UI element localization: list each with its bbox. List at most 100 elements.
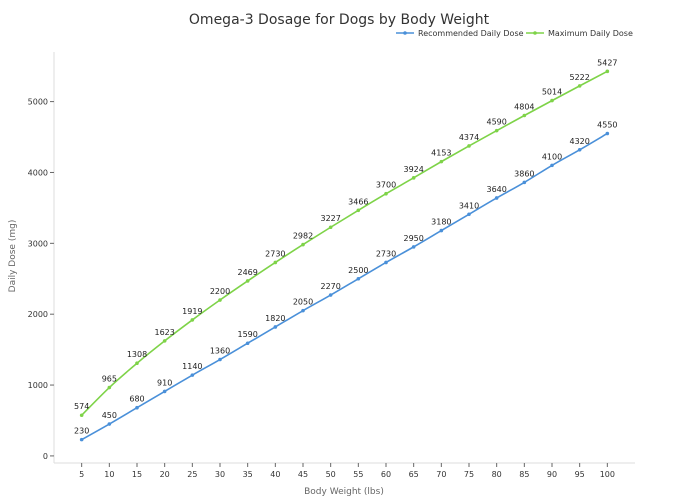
x-tick-label: 70 xyxy=(436,470,446,479)
x-tick-label: 55 xyxy=(353,470,363,479)
data-label-recommended: 2500 xyxy=(348,266,368,275)
data-point-recommended xyxy=(522,180,527,185)
data-point-recommended xyxy=(135,405,139,410)
data-label-maximum: 4153 xyxy=(431,149,451,158)
x-tick-label: 40 xyxy=(270,470,280,479)
data-label-recommended: 2950 xyxy=(403,234,423,243)
legend-label-recommended: Recommended Daily Dose xyxy=(418,29,524,38)
data-point-maximum xyxy=(107,385,112,390)
chart-title: Omega-3 Dosage for Dogs by Body Weight xyxy=(189,12,490,28)
data-label-recommended: 3640 xyxy=(486,185,506,194)
data-point-maximum xyxy=(550,98,554,103)
x-tick-label: 25 xyxy=(187,470,197,479)
data-point-recommended xyxy=(328,293,333,297)
data-point-recommended xyxy=(550,163,554,168)
data-label-recommended: 1360 xyxy=(210,347,230,356)
data-label-recommended: 2270 xyxy=(320,282,340,291)
y-ticks: 0 1000 2000 3000 4000 5000 xyxy=(28,98,54,461)
x-tick-label: 60 xyxy=(381,470,391,479)
data-label-recommended: 1140 xyxy=(182,362,202,371)
x-tick-label: 15 xyxy=(132,470,142,479)
x-tick-label: 35 xyxy=(243,470,253,479)
data-point-recommended xyxy=(411,245,416,249)
data-point-recommended xyxy=(218,357,222,362)
data-label-maximum: 3924 xyxy=(403,165,423,174)
data-label-recommended: 230 xyxy=(74,427,89,436)
data-label-recommended: 2730 xyxy=(376,249,396,258)
y-tick-label: 0 xyxy=(43,452,48,461)
legend-label-maximum: Maximum Daily Dose xyxy=(548,29,633,38)
y-tick-label: 5000 xyxy=(28,98,48,107)
data-label-recommended: 2050 xyxy=(293,298,313,307)
data-point-maximum xyxy=(273,260,278,265)
y-tick-label: 2000 xyxy=(28,310,48,319)
data-point-recommended xyxy=(467,212,471,217)
x-tick-label: 50 xyxy=(326,470,336,479)
data-label-maximum: 1623 xyxy=(154,328,174,337)
data-point-maximum xyxy=(79,413,84,418)
data-point-maximum xyxy=(328,225,333,230)
legend-marker-recommended xyxy=(403,31,407,35)
data-point-recommended xyxy=(439,228,444,233)
x-axis-label: Body Weight (lbs) xyxy=(304,487,384,497)
data-label-recommended: 4320 xyxy=(569,137,589,146)
data-label-recommended: 1590 xyxy=(237,330,257,339)
y-tick-label: 4000 xyxy=(28,168,48,177)
data-point-recommended xyxy=(79,437,84,442)
data-label-maximum: 2982 xyxy=(293,232,313,241)
data-point-recommended xyxy=(494,196,499,200)
data-label-recommended: 4100 xyxy=(542,152,562,161)
data-label-maximum: 5014 xyxy=(542,88,562,97)
x-tick-label: 90 xyxy=(547,470,557,479)
x-ticks: 5 10 15 20 25 30 35 40 45 50 55 60 65 70 75 80 85 90 95 100 xyxy=(79,463,615,479)
data-point-maximum xyxy=(135,361,139,366)
data-label-maximum: 3700 xyxy=(376,181,396,190)
data-label-maximum: 4590 xyxy=(486,118,506,127)
x-tick-label: 85 xyxy=(519,470,529,479)
data-point-recommended xyxy=(384,260,388,265)
data-label-maximum: 2730 xyxy=(265,249,285,258)
data-point-maximum xyxy=(467,144,471,148)
data-label-maximum: 5222 xyxy=(569,73,589,82)
data-point-recommended xyxy=(190,373,195,377)
data-point-recommended xyxy=(577,147,582,152)
data-label-maximum: 1919 xyxy=(182,307,202,316)
data-point-recommended xyxy=(356,276,361,281)
data-label-recommended: 3410 xyxy=(459,201,479,210)
data-label-recommended: 1820 xyxy=(265,314,285,323)
data-point-maximum xyxy=(356,208,361,213)
data-point-maximum xyxy=(522,113,527,118)
x-tick-label: 95 xyxy=(575,470,585,479)
data-label-maximum: 574 xyxy=(74,402,89,411)
data-point-maximum xyxy=(494,128,499,133)
data-label-recommended: 910 xyxy=(157,378,172,387)
x-tick-label: 5 xyxy=(79,470,84,479)
x-tick-label: 20 xyxy=(160,470,170,479)
data-point-maximum xyxy=(605,69,610,74)
data-point-maximum xyxy=(218,298,222,302)
x-tick-label: 65 xyxy=(409,470,419,479)
data-label-maximum: 4804 xyxy=(514,102,534,111)
data-point-recommended xyxy=(162,389,167,394)
data-label-maximum: 4374 xyxy=(459,133,479,142)
data-label-maximum: 5427 xyxy=(597,58,617,67)
data-point-maximum xyxy=(245,279,250,283)
series-line-maximum xyxy=(81,70,608,416)
data-label-recommended: 680 xyxy=(129,395,144,404)
data-label-recommended: 3860 xyxy=(514,169,534,178)
data-point-maximum xyxy=(384,191,388,196)
data-label-maximum: 3227 xyxy=(320,214,340,223)
data-point-maximum xyxy=(190,318,195,322)
legend-marker-maximum xyxy=(533,31,537,35)
data-point-recommended xyxy=(301,308,305,313)
x-tick-label: 75 xyxy=(464,470,474,479)
y-tick-label: 3000 xyxy=(28,239,48,248)
y-tick-label: 1000 xyxy=(28,381,48,390)
data-label-maximum: 2469 xyxy=(237,268,257,277)
x-tick-label: 30 xyxy=(215,470,225,479)
x-tick-label: 10 xyxy=(104,470,114,479)
legend: Recommended Daily Dose Maximum Daily Dose xyxy=(396,29,633,38)
data-point-recommended xyxy=(107,422,112,426)
data-label-maximum: 3466 xyxy=(348,197,368,206)
